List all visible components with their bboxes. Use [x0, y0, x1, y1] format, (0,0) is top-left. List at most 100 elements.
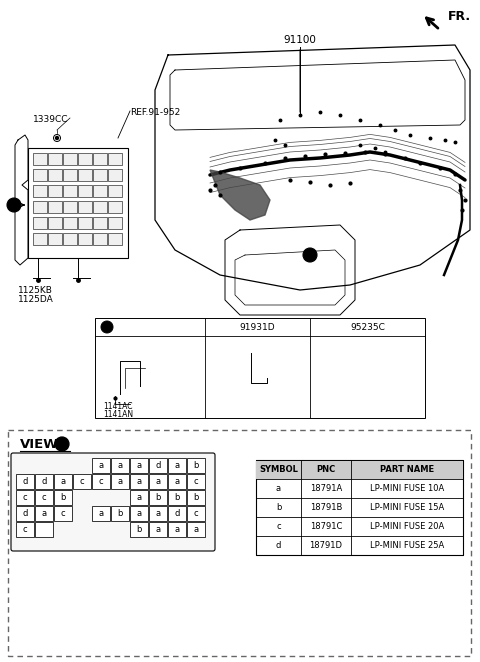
Circle shape	[56, 136, 59, 140]
Text: a: a	[41, 509, 47, 518]
Text: A: A	[11, 201, 17, 209]
FancyBboxPatch shape	[73, 474, 91, 489]
FancyBboxPatch shape	[111, 458, 129, 473]
FancyBboxPatch shape	[149, 522, 167, 537]
FancyBboxPatch shape	[168, 458, 186, 473]
Text: 1141AN: 1141AN	[103, 410, 133, 419]
FancyBboxPatch shape	[187, 506, 205, 521]
Text: a: a	[118, 461, 122, 470]
Text: 95235C: 95235C	[350, 322, 385, 332]
Text: b: b	[136, 525, 142, 534]
Text: PNC: PNC	[316, 465, 336, 474]
Text: d: d	[276, 541, 281, 550]
Bar	[382, 359, 388, 377]
Text: LP-MINI FUSE 10A: LP-MINI FUSE 10A	[370, 484, 444, 493]
Text: REF.91-952: REF.91-952	[130, 108, 180, 117]
FancyBboxPatch shape	[168, 490, 186, 505]
Bar	[108, 153, 122, 165]
Text: 1339CC: 1339CC	[33, 115, 69, 124]
Bar	[33, 233, 47, 245]
Text: b: b	[276, 503, 281, 512]
Bar	[93, 185, 107, 197]
Text: c: c	[23, 525, 27, 534]
Bar	[28, 148, 128, 258]
Circle shape	[101, 321, 113, 333]
Bar	[63, 169, 77, 181]
Bar	[63, 185, 77, 197]
Text: c: c	[60, 509, 65, 518]
Text: 18791D: 18791D	[310, 541, 343, 550]
FancyBboxPatch shape	[16, 506, 34, 521]
Bar	[108, 217, 122, 229]
Text: LP-MINI FUSE 20A: LP-MINI FUSE 20A	[370, 522, 444, 531]
FancyBboxPatch shape	[111, 474, 129, 489]
Bar	[78, 217, 92, 229]
Bar	[78, 169, 92, 181]
Text: d: d	[174, 509, 180, 518]
Text: b: b	[156, 493, 161, 502]
Text: 18791C: 18791C	[310, 522, 342, 531]
Bar	[48, 233, 62, 245]
FancyBboxPatch shape	[54, 506, 72, 521]
Text: a: a	[98, 461, 104, 470]
Text: c: c	[194, 477, 198, 486]
Polygon shape	[210, 170, 270, 220]
Text: a: a	[193, 525, 199, 534]
Text: a: a	[156, 477, 161, 486]
Bar	[63, 233, 77, 245]
FancyBboxPatch shape	[16, 474, 34, 489]
FancyBboxPatch shape	[16, 490, 34, 505]
Text: d: d	[22, 509, 28, 518]
Text: a: a	[118, 477, 122, 486]
Bar	[78, 185, 92, 197]
Text: c: c	[23, 493, 27, 502]
FancyBboxPatch shape	[149, 506, 167, 521]
Bar	[33, 185, 47, 197]
Text: 1141AC: 1141AC	[103, 402, 132, 411]
Text: d: d	[41, 477, 47, 486]
Bar	[33, 217, 47, 229]
FancyBboxPatch shape	[168, 506, 186, 521]
Text: FR.: FR.	[448, 10, 471, 23]
Bar	[48, 153, 62, 165]
Text: a: a	[136, 461, 142, 470]
Text: b: b	[193, 493, 199, 502]
Text: 1125DA: 1125DA	[18, 295, 54, 304]
Text: b: b	[60, 493, 66, 502]
Text: A: A	[59, 440, 65, 448]
FancyBboxPatch shape	[111, 506, 129, 521]
FancyBboxPatch shape	[187, 474, 205, 489]
FancyBboxPatch shape	[16, 522, 34, 537]
FancyBboxPatch shape	[8, 430, 471, 656]
FancyBboxPatch shape	[149, 490, 167, 505]
Bar	[78, 201, 92, 213]
FancyBboxPatch shape	[130, 522, 148, 537]
Text: a: a	[174, 525, 180, 534]
Text: 1125KB: 1125KB	[18, 286, 53, 295]
Text: d: d	[156, 461, 161, 470]
FancyBboxPatch shape	[54, 474, 72, 489]
FancyBboxPatch shape	[92, 506, 110, 521]
FancyBboxPatch shape	[35, 490, 53, 505]
Text: c: c	[42, 493, 46, 502]
FancyBboxPatch shape	[35, 506, 53, 521]
Text: a: a	[174, 461, 180, 470]
Circle shape	[55, 437, 69, 451]
Text: PART NAME: PART NAME	[380, 465, 434, 474]
FancyBboxPatch shape	[130, 506, 148, 521]
FancyBboxPatch shape	[130, 458, 148, 473]
Bar	[93, 201, 107, 213]
FancyBboxPatch shape	[149, 474, 167, 489]
Bar	[93, 233, 107, 245]
Bar	[33, 153, 47, 165]
Circle shape	[303, 248, 317, 262]
Bar	[132, 378, 138, 382]
Text: a: a	[307, 250, 313, 260]
Text: a: a	[136, 493, 142, 502]
Text: a: a	[276, 484, 281, 493]
Bar	[93, 153, 107, 165]
FancyBboxPatch shape	[187, 522, 205, 537]
Bar	[130, 381, 140, 396]
Text: b: b	[193, 461, 199, 470]
Text: c: c	[80, 477, 84, 486]
